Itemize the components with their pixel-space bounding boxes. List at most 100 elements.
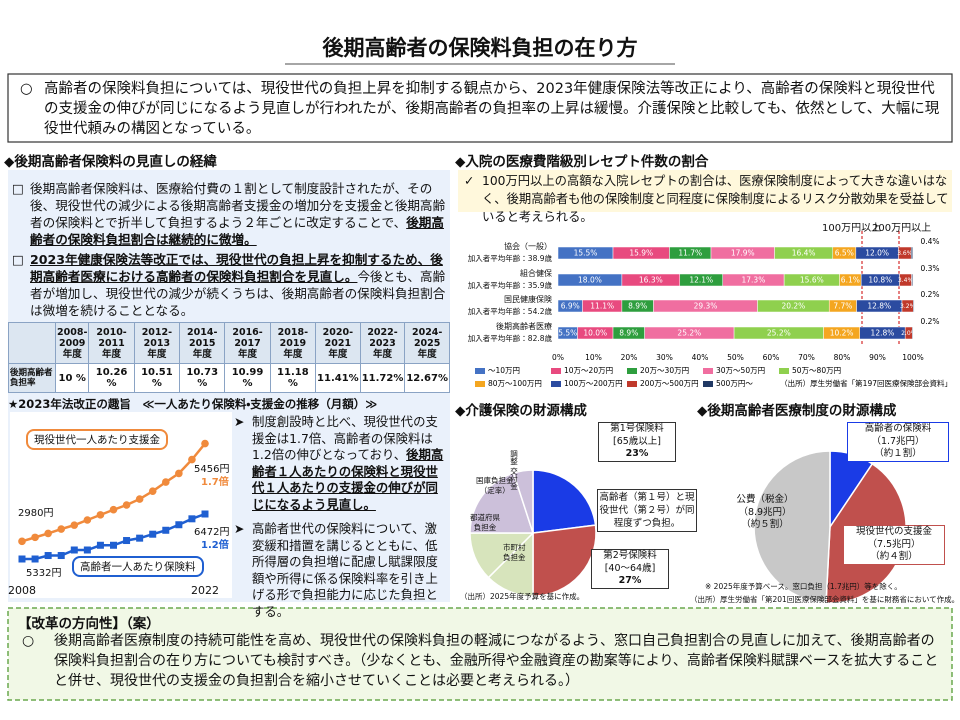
value-label: 25.2% [677,329,701,338]
value-label: 12.1% [689,276,713,285]
legend-box: 現役世代一人あたり支援金 [26,429,168,450]
value-label: 6.1% [841,276,860,285]
category-note: 加入者平均年齢：35.9歳 [467,281,552,290]
reform-heading: 【改革の方向性】（案） [18,616,160,632]
x-tick-label: 70% [798,353,815,362]
legend-label: 20万～30万円 [640,366,689,375]
legend-label: 500万円～ [716,379,753,388]
marker [70,546,78,554]
paragraph: ✓ 100万円以上の高額な入院レセプトの割合は、医療保険制度によって大きな違いはな… [464,172,950,226]
table-header: 2016- 2017 年度 [224,322,271,364]
text-segment: 後期高齢者の保険料負担割合は継続的に微増。 [30,215,444,247]
slice-share: （約４割） [870,551,918,562]
source: （出所）厚生労働省「第197回医療保険部会資料」 [780,378,952,388]
value-label: 6.9% [561,302,580,311]
ratio-label: 1.2倍 [201,540,229,551]
marker [83,546,91,554]
table-cell: 11.18 % [269,363,317,393]
marker [44,552,52,560]
bar-segment [913,299,915,313]
slice-name: 都道府県 負担金 [470,513,500,532]
slice-label: 現役世代の支援金 （7.5兆円） （約４割） [843,525,945,565]
x-tick-label: 2008 [8,584,36,597]
table-header: 2014- 2015 年度 [179,322,226,364]
marker [201,439,209,448]
table-cell: 11.72% [359,363,406,393]
slice-label: 公費（税金） （8.9兆円） （約５割） [733,494,797,532]
slice-name: 公費（税金） [736,494,794,505]
table-corner [8,322,56,364]
slice-callout: 第2号保険料 [40～64歳] 27% [591,549,669,589]
value-label: 15.9% [629,249,653,258]
text-segment: 後期高齢者医療制度の持続可能性を高め、現役世代の保険料負担の軽減につながるよう、… [54,633,939,689]
marker [161,478,170,486]
table-row-label: 後期高齢者 負担率 [8,363,56,393]
marker [96,511,105,519]
legend-swatch [475,381,485,387]
slice-note: [40～64歳] [604,562,656,574]
page-title: 後期高齢者の保険料負担の在り方 [322,36,638,60]
marker [18,555,26,563]
bar-segment [911,273,913,287]
marker [70,521,79,529]
annotation: 高齢者（第１号）と現役世代（第２号）が同程度ずつ負担。 [597,489,697,532]
value-label: 6.5% [835,249,854,258]
x-tick-label: 10% [585,353,602,362]
legend-swatch [703,381,713,387]
value-label: 3.2% [900,303,916,310]
slice-value: 27% [618,575,642,586]
slice-value: （1.7兆円） [871,435,925,447]
marker [44,529,52,538]
bullet-mark: □ [12,181,24,196]
category-note: 加入者平均年齢：54.2歳 [467,307,552,316]
slice-value: 23% [625,448,649,459]
x-tick-label: 2022 [191,584,219,597]
category-label: 国民健康保険 [504,295,552,304]
slice-value: （7.5兆円） [867,538,921,550]
chart-title: ◆入院の医療費階級別レセプト件数の割合 [455,154,709,170]
legend-label: 50万～80万円 [792,366,841,375]
text-segment: 制度創設時と比べ、現役世代の支援金は1.7倍、高齢者の保険料は1.2倍の伸びとな… [252,414,438,463]
marker [188,455,196,464]
marker [148,487,157,495]
value-label: 5.5% [558,329,577,338]
marker [109,505,118,514]
value-label: 20.2% [781,302,805,311]
value-label: 10.2% [830,329,854,338]
slice-name: 市町村 負担金 [503,543,526,562]
bar-segment [912,326,914,340]
table-header: 2010- 2011 年度 [88,322,135,364]
x-tick-label: 60% [763,353,780,362]
value-label: 0.3% [920,264,939,273]
legend-swatch [475,368,485,374]
value-label: 18.0% [578,276,602,285]
marker [175,469,183,478]
slice-note: [65歳以上] [612,435,661,447]
pie-slice [532,524,597,597]
table-header: 2018- 2019 年度 [269,322,317,364]
value-label: 0.4% [920,237,939,246]
text-segment: 後期高齢者１人あたりの保険料と現役世代１人あたりの支援金の伸びが同じになるよう見… [252,447,444,512]
bullet-mark: □ [12,252,24,267]
slice-name: 第2号保険料 [603,550,657,561]
note: ※ 2025年度予算ベース。窓口負担（1.7兆円）等を除く。 [705,582,902,591]
slice-label: 高齢者の保険料 （1.7兆円） （約１割） [847,422,949,462]
start-label: 2980円 [18,504,54,519]
bullet-mark: ➤ [234,414,245,429]
value-label: 17.9% [731,249,755,258]
legend-label: 80万～100万円 [488,379,542,388]
value-label: 12.8% [871,329,895,338]
legend-swatch [703,368,713,374]
slice-name: 調整 交付金 [509,450,519,490]
marker [18,537,26,546]
x-tick-label: 0% [552,353,564,362]
text-segment: 高齢者の保険料負担については、現役世代の負担上昇を抑制する観点から、2023年健… [44,81,940,137]
legend-label: 100万～200万円 [564,379,623,388]
text-segment: 今後とも、高齢者が増加し、現役世代の減少が続くうちは、後期高齢者の保険料負担割合… [30,269,446,318]
value-label: 12.0% [865,249,889,258]
table-header: 2022- 2023 年度 [359,322,406,364]
value-label: 10.8% [868,276,892,285]
legend-swatch [627,381,637,387]
